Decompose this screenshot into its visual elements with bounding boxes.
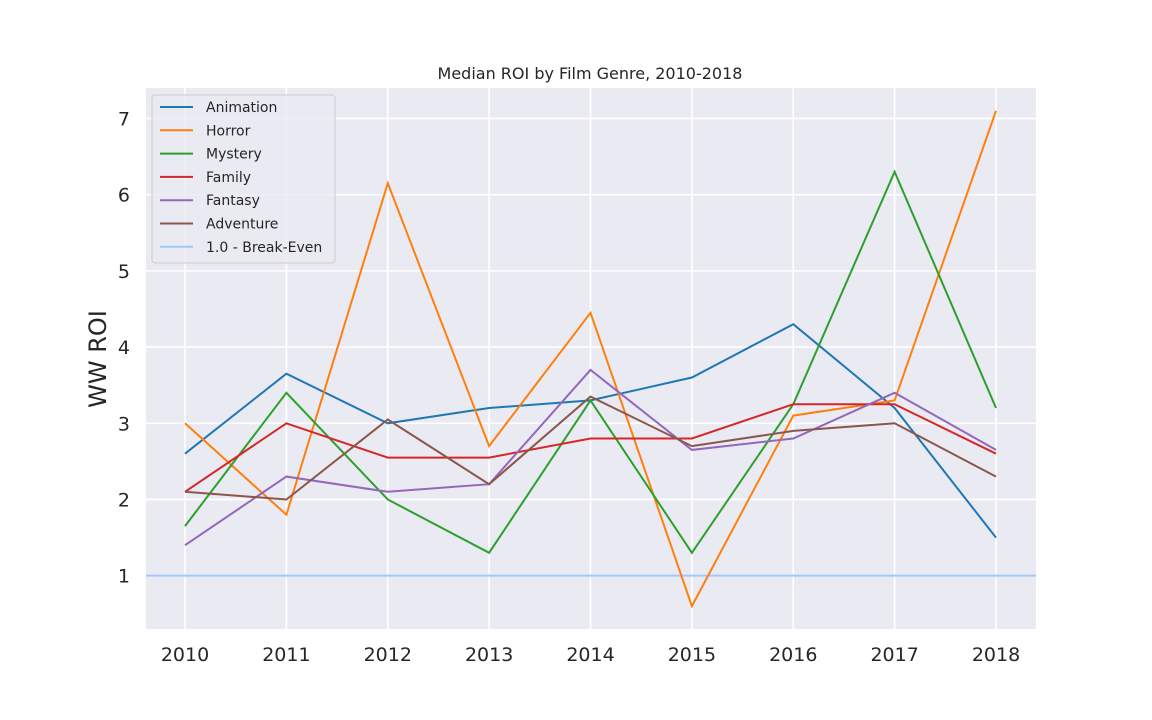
y-tick-label: 1 (118, 566, 130, 588)
legend-label: Adventure (206, 217, 278, 233)
series-line-horror (184, 110, 997, 609)
y-tick-labels: 1 2 3 4 5 6 7 (118, 108, 130, 587)
legend-label: Mystery (206, 147, 262, 163)
y-axis-label: WW ROI (84, 310, 112, 408)
y-tick-label: 7 (118, 108, 130, 130)
legend: Animation Horror Mystery Family Fantasy Adven… (151, 94, 336, 264)
x-tick-label: 2012 (364, 644, 412, 666)
legend-box (151, 94, 336, 264)
legend-label: Horror (206, 123, 251, 139)
y-tick-label: 2 (118, 489, 130, 511)
x-tick-label: 2016 (769, 644, 817, 666)
legend-label: Family (206, 170, 251, 186)
x-tick-label: 2018 (972, 644, 1020, 666)
x-tick-label: 2013 (465, 644, 513, 666)
legend-label: Fantasy (206, 193, 260, 209)
x-tick-labels: 2010 2011 2012 2013 2014 2015 2016 2017 2018 (161, 644, 1020, 666)
chart-title: Median ROI by Film Genre, 2010-2018 (438, 64, 743, 83)
series-lines (184, 110, 997, 609)
legend-label: 1.0 - Break-Even (206, 240, 322, 256)
y-tick-label: 5 (118, 261, 130, 283)
y-tick-label: 4 (118, 337, 130, 359)
x-tick-label: 2010 (161, 644, 209, 666)
series-line-fantasy (184, 368, 997, 547)
series-line-family (184, 403, 997, 493)
series-line-adventure (184, 395, 997, 501)
x-tick-label: 2011 (262, 644, 310, 666)
series-line-mystery (184, 169, 997, 555)
x-tick-label: 2015 (668, 644, 716, 666)
x-tick-label: 2017 (870, 644, 918, 666)
y-tick-label: 6 (118, 185, 130, 207)
x-tick-label: 2014 (566, 644, 614, 666)
y-tick-label: 3 (118, 413, 130, 435)
legend-label: Animation (206, 100, 277, 116)
